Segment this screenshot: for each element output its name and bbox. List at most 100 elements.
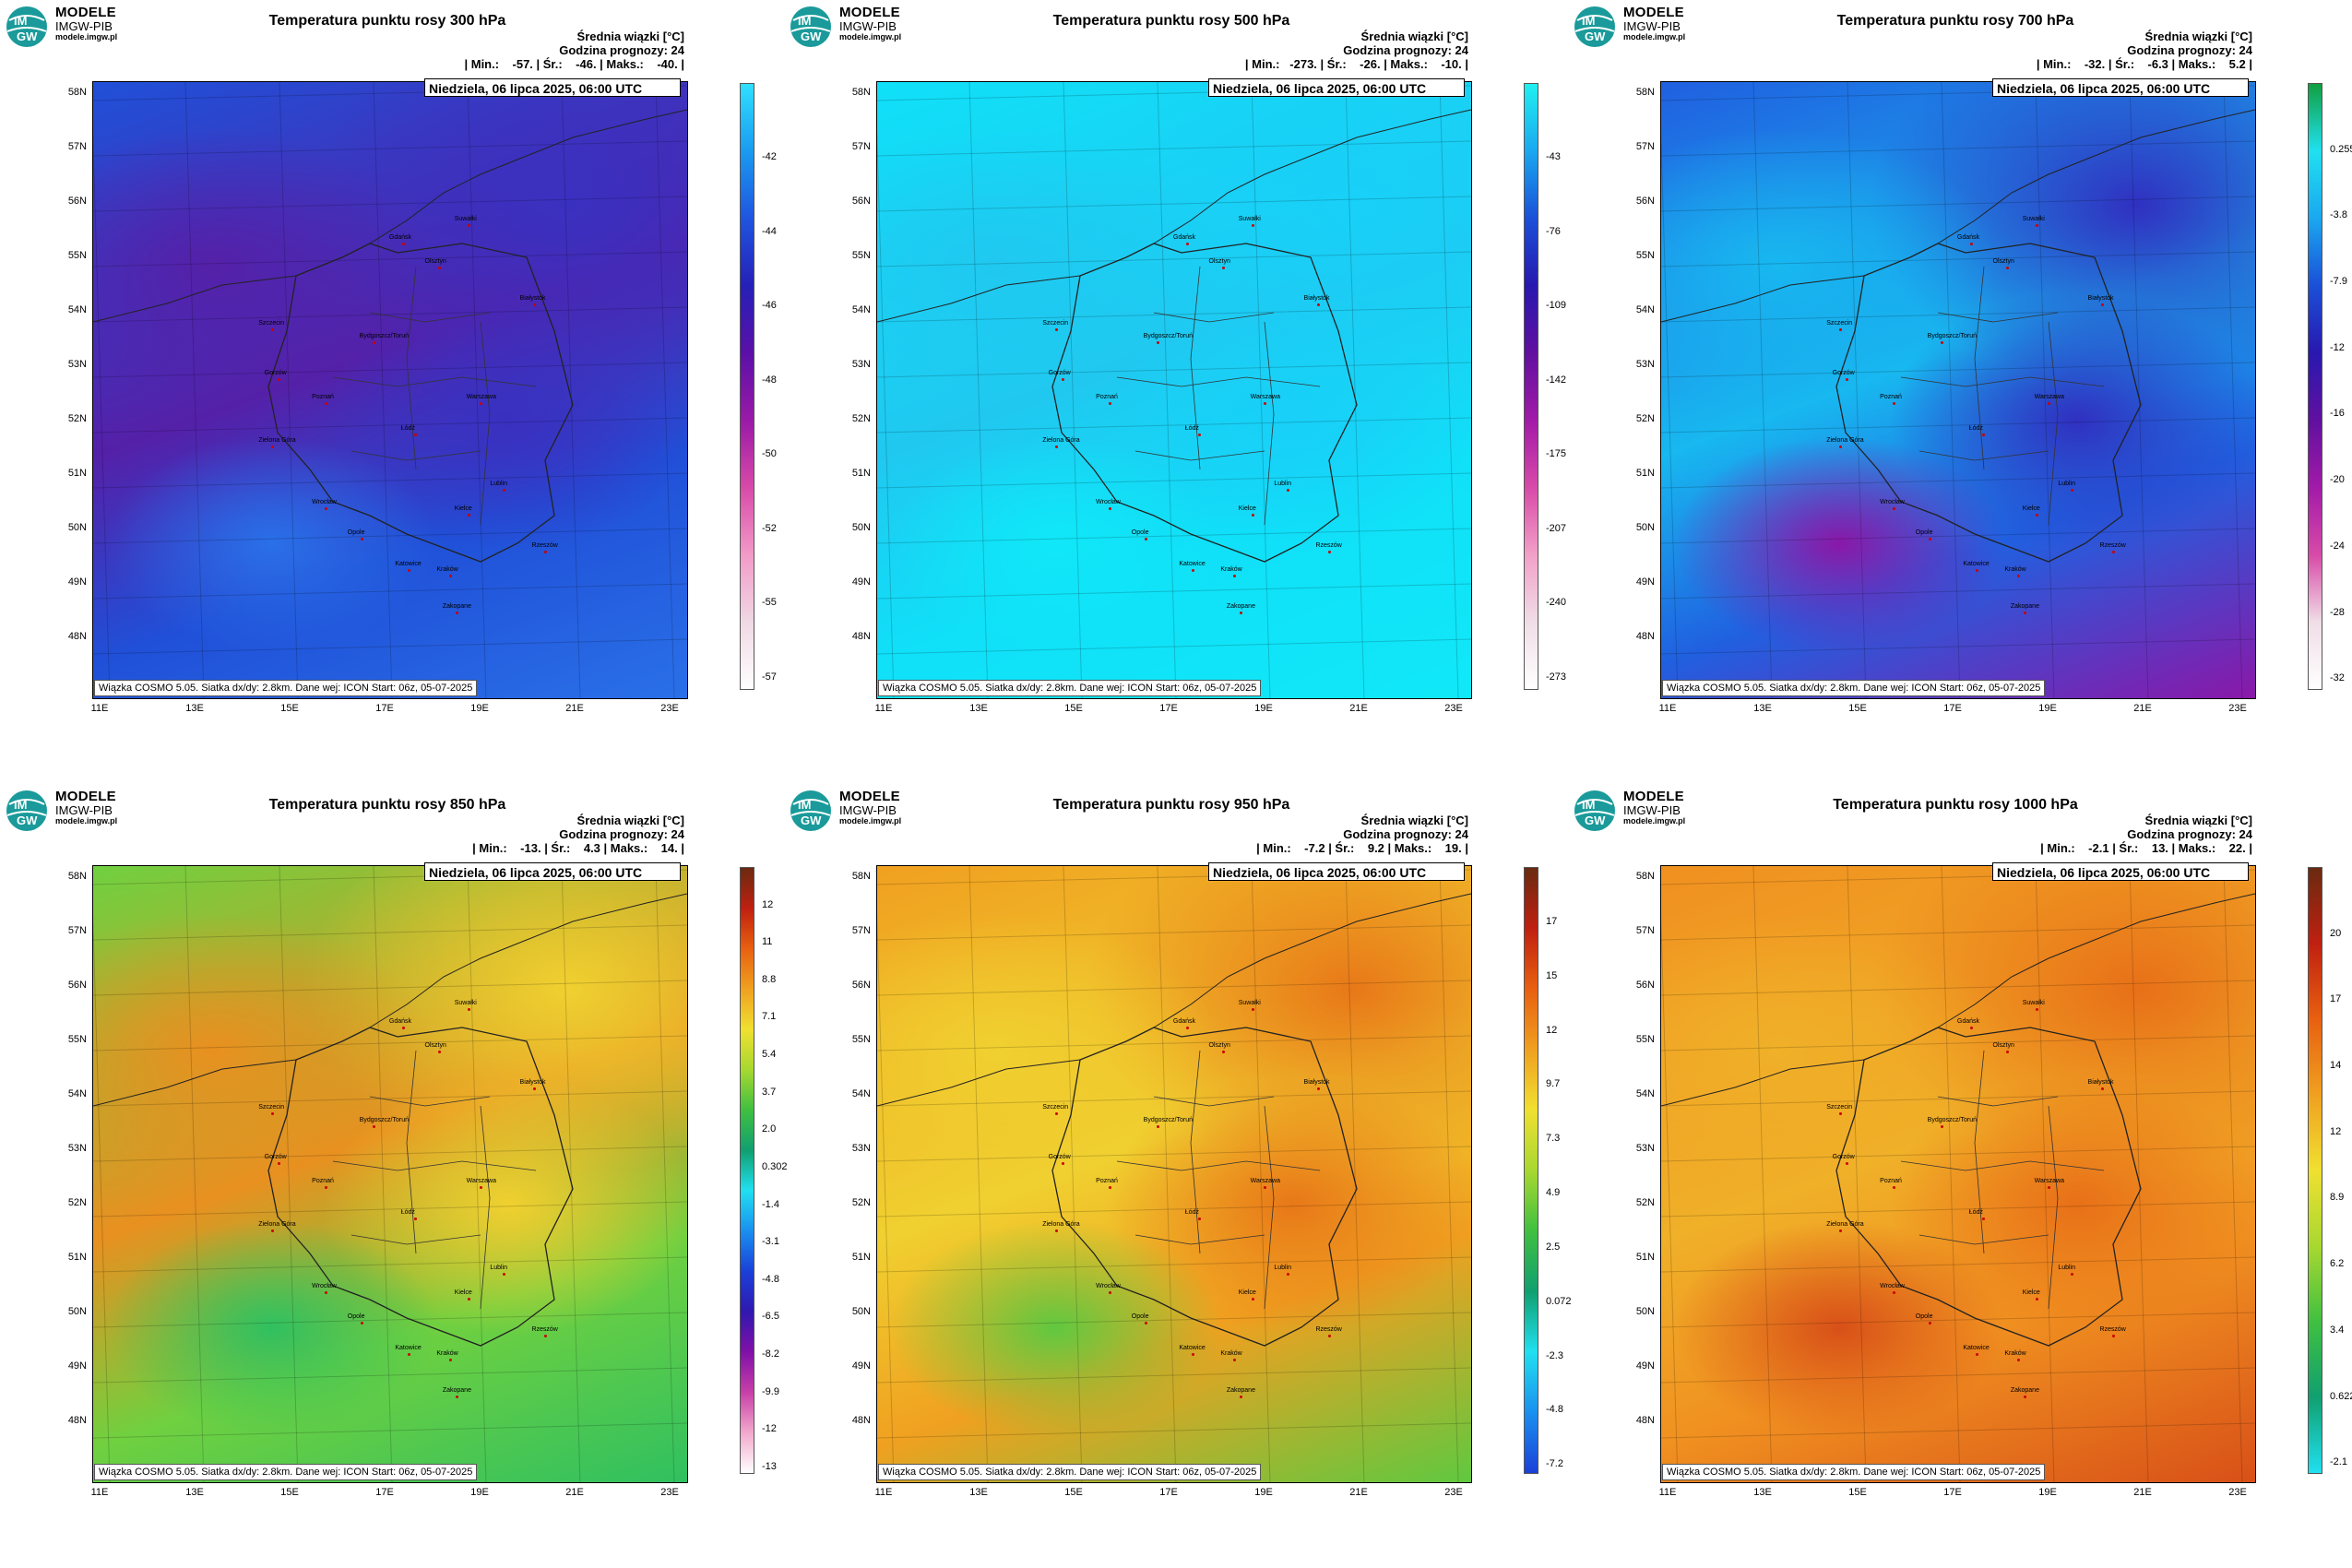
colorbar-tick-label: -3.1 [762,1236,779,1248]
dewpoint-map[interactable]: Gdańsk Suwałki Olsztyn Szczecin Białystok Byd… [1660,865,2256,1483]
colorbar-tick-label: -13 [762,1460,777,1472]
city-marker [1251,1297,1254,1301]
city-label: Zakopane [1226,1387,1255,1395]
lat-tick-label: 58N [851,871,871,882]
map-overlay [93,82,687,698]
lon-tick-label: 17E [375,1487,394,1498]
city-marker [271,1112,275,1116]
brand-url[interactable]: modele.imgw.pl [55,32,118,42]
city-label: Warszawa [1250,1178,1281,1185]
city-marker [1221,267,1225,270]
city-label: Gorzów [1832,1153,1855,1160]
lat-tick-label: 55N [67,1034,87,1045]
lon-tick-label: 19E [2038,1487,2057,1498]
forecast-hour: Godzina prognozy: 24 [2127,43,2252,57]
city-label: Gdańsk [1172,1017,1195,1025]
map-overlay [877,82,1471,698]
brand-url[interactable]: modele.imgw.pl [839,32,902,42]
map-overlay [877,866,1471,1482]
lat-tick-label: 50N [851,1306,871,1317]
city-marker [449,1359,453,1362]
city-label: Suwałki [1238,215,1261,222]
colorbar-tick-label: -28 [2330,606,2345,618]
city-marker [455,612,458,615]
city-label: Opole [1131,529,1149,537]
city-label: Zielona Góra [1826,1221,1864,1229]
city-label: Rzeszów [531,1325,558,1333]
lon-tick-label: 21E [565,703,584,714]
colorbar-tick-label: 0.072 [1546,1295,1572,1307]
dewpoint-map[interactable]: Gdańsk Suwałki Olsztyn Szczecin Białystok Byd… [876,81,1472,699]
dewpoint-map[interactable]: Gdańsk Suwałki Olsztyn Szczecin Białystok Byd… [1660,81,2256,699]
city-marker [1287,1272,1290,1276]
lat-tick-label: 49N [1635,576,1655,588]
brand-url[interactable]: modele.imgw.pl [839,816,902,826]
lon-tick-label: 11E [1658,703,1677,714]
city-marker [449,575,453,578]
valid-date: Niedziela, 06 lipca 2025, 06:00 UTC [424,862,681,881]
dewpoint-map[interactable]: Gdańsk Suwałki Olsztyn Szczecin Białystok Byd… [92,81,688,699]
model-footer: Wiązka COSMO 5.05. Siatka dx/dy: 2.8km. … [878,680,1262,696]
lat-tick-label: 49N [851,576,871,588]
city-marker [1893,1290,1896,1294]
lat-tick-label: 50N [67,522,87,533]
brand-url[interactable]: modele.imgw.pl [1623,32,1686,42]
city-marker [1263,1186,1266,1190]
lat-tick-label: 54N [851,304,871,315]
brand-name: MODELE [839,5,900,20]
lat-tick-label: 58N [67,87,87,98]
colorbar-tick-label: 3.7 [762,1086,777,1098]
city-marker [372,340,375,344]
city-marker [277,1161,280,1165]
city-label: Suwałki [2022,215,2045,222]
city-label: Gdańsk [1172,233,1195,241]
colorbar-tick-label: -57 [762,671,777,683]
city-marker [1981,433,1985,436]
dewpoint-map[interactable]: Gdańsk Suwałki Olsztyn Szczecin Białystok Byd… [92,865,688,1483]
city-marker [2023,612,2026,615]
city-label: Kielce [2022,1289,2040,1296]
lon-tick-label: 19E [470,1487,489,1498]
lat-tick-label: 57N [851,141,871,152]
city-marker [1055,328,1059,332]
brand-org: IMGW-PIB [1623,802,1681,817]
lat-tick-label: 52N [851,413,871,424]
city-marker [1144,1322,1147,1325]
city-marker [503,488,506,492]
city-marker [1969,1026,1973,1029]
forecast-hour: Godzina prognozy: 24 [1343,43,1468,57]
city-label: Łódź [1968,1208,1983,1216]
city-marker [1055,1112,1059,1116]
brand-url[interactable]: modele.imgw.pl [1623,816,1686,826]
lon-tick-label: 15E [280,703,299,714]
city-marker [413,433,417,436]
city-label: Kielce [1238,505,1256,512]
panel-title: Temperatura punktu rosy 700 hPa [1836,13,2074,29]
brand-org: IMGW-PIB [839,802,897,817]
colorbar-tick-label: 0.302 [762,1160,788,1172]
city-label: Zielona Góra [1042,1221,1080,1229]
panel-title: Temperatura punktu rosy 950 hPa [1052,797,1290,813]
svg-text:IM: IM [14,798,27,812]
colorbar-tick-label: 7.3 [1546,1133,1561,1145]
panel-title: Temperatura punktu rosy 850 hPa [268,797,506,813]
map-panel: IM GW MODELE IMGW-PIB modele.imgw.pl Temper… [0,784,788,1568]
svg-text:GW: GW [801,30,822,43]
lat-tick-label: 48N [67,1415,87,1426]
colorbar-tick-label: -6.5 [762,1311,779,1323]
dewpoint-map[interactable]: Gdańsk Suwałki Olsztyn Szczecin Białystok Byd… [876,865,1472,1483]
model-footer: Wiązka COSMO 5.05. Siatka dx/dy: 2.8km. … [94,1464,478,1480]
imgw-logo-icon: IM GW [1574,6,1616,48]
city-label: Łódź [1184,424,1199,432]
subtitle: Średnia wiązki [°C] [2144,814,2252,827]
stats-line: | Min.: -32. | Śr.: -6.3 | Maks.: 5.2 | [2036,57,2252,71]
lat-tick-label: 52N [67,413,87,424]
lat-tick-label: 49N [851,1360,871,1372]
lon-tick-label: 21E [2133,703,2152,714]
brand-org: IMGW-PIB [55,802,113,817]
lat-tick-label: 57N [851,925,871,936]
brand-url[interactable]: modele.imgw.pl [55,816,118,826]
colorbar-tick-label: -12 [762,1423,777,1435]
colorbar-tick-label: 3.4 [2330,1324,2345,1336]
lon-tick-label: 15E [1848,703,1867,714]
